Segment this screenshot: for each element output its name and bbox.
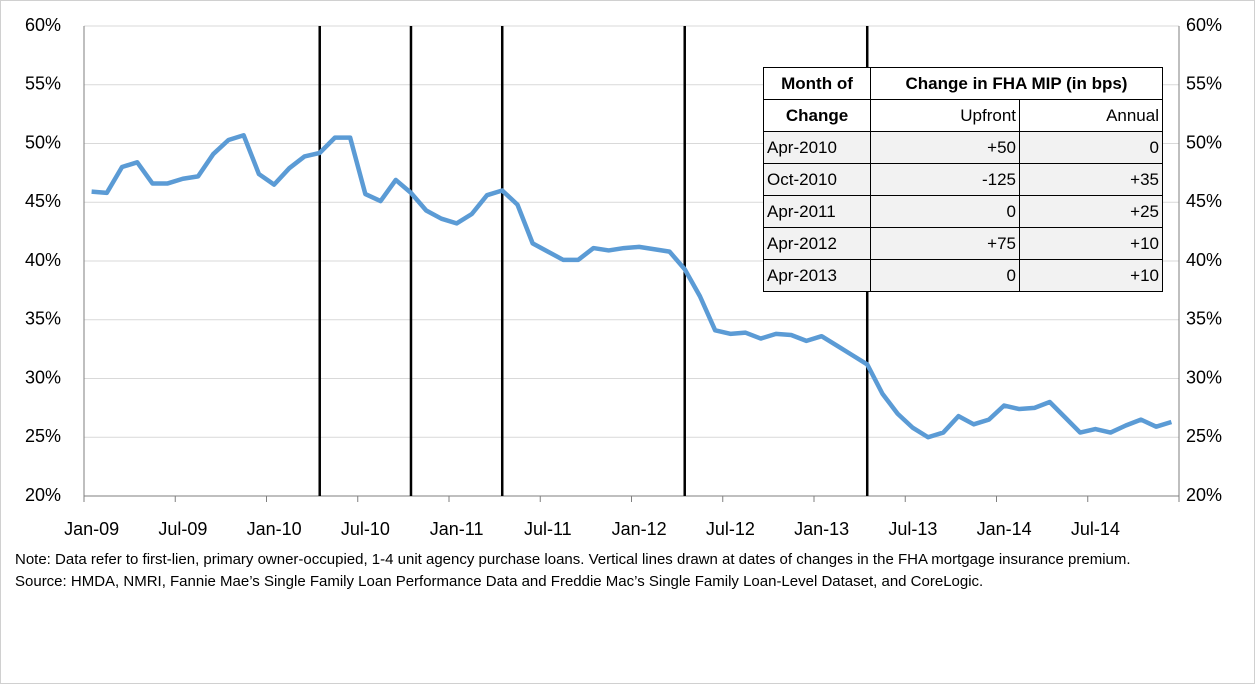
table-cell: Oct-2010 [763, 163, 871, 196]
table-cell: Apr-2010 [763, 131, 871, 164]
table-cell: 0 [1019, 131, 1163, 164]
table-cell: 0 [870, 195, 1020, 228]
x-tick-label: Jul-11 [524, 519, 572, 539]
x-tick-label: Jul-09 [158, 519, 207, 539]
x-tick-label: Jul-13 [888, 519, 937, 539]
x-tick-label: Jan-12 [612, 519, 667, 539]
x-tick-label: Jan-13 [794, 519, 849, 539]
table-cell: +10 [1019, 227, 1163, 260]
table-cell: Apr-2011 [763, 195, 871, 228]
table-cell: 0 [870, 259, 1020, 292]
y2-tick-label: 45% [1186, 191, 1222, 211]
table-cell: Apr-2012 [763, 227, 871, 260]
y-tick-label: 20% [25, 485, 61, 505]
table-cell: +10 [1019, 259, 1163, 292]
table-row: Apr-2013 0 +10 [763, 259, 1163, 292]
chart: 20% 20% 25% 25% 30% 30% 35% 35% 40% 40% 45% 45% 50% 5… [25, 15, 1222, 539]
table-cell: +25 [1019, 195, 1163, 228]
y-tick-label: 45% [25, 191, 61, 211]
notes: Note: Data refer to first-lien, primary … [15, 549, 1230, 593]
table-row: Apr-2011 0 +25 [763, 195, 1163, 228]
table-row: Apr-2012 +75 +10 [763, 227, 1163, 260]
x-tick-label: Jan-14 [977, 519, 1032, 539]
y-tick-label: 55% [25, 74, 61, 94]
y2-tick-label: 40% [1186, 250, 1222, 270]
table-header: Month of [763, 67, 871, 100]
table-header: Change [763, 99, 871, 132]
y2-tick-label: 55% [1186, 74, 1222, 94]
table-cell: +50 [870, 131, 1020, 164]
x-tick-label: Jul-14 [1071, 519, 1120, 539]
table-header: Upfront [870, 99, 1020, 132]
x-tick-label: Jul-10 [341, 519, 390, 539]
table-header: Annual [1019, 99, 1163, 132]
x-tick-label: Jan-10 [247, 519, 302, 539]
y-tick-label: 35% [25, 309, 61, 329]
source: Source: HMDA, NMRI, Fannie Mae’s Single … [15, 573, 984, 590]
y2-tick-label: 30% [1186, 367, 1222, 387]
y-tick-label: 30% [25, 367, 61, 387]
y2-tick-label: 20% [1186, 485, 1222, 505]
y2-tick-label: 35% [1186, 309, 1222, 329]
line-series [91, 133, 1173, 440]
mip-table: Month of Change in FHA MIP (in bps) Chan… [763, 67, 1163, 292]
y2-tick-label: 50% [1186, 132, 1222, 152]
table-row: Apr-2010 +50 0 [763, 131, 1163, 164]
x-tick-label: Jul-12 [706, 519, 755, 539]
table-header: Change in FHA MIP (in bps) [870, 67, 1163, 100]
table-cell: Apr-2013 [763, 259, 871, 292]
y2-tick-label: 25% [1186, 426, 1222, 446]
table-cell: -125 [870, 163, 1020, 196]
table-cell: +75 [870, 227, 1020, 260]
note: Note: Data refer to first-lien, primary … [15, 551, 1131, 568]
y-tick-label: 25% [25, 426, 61, 446]
y-tick-label: 60% [25, 15, 61, 35]
x-tick-label: Jan-11 [430, 519, 484, 539]
y-tick-label: 50% [25, 132, 61, 152]
y-tick-label: 40% [25, 250, 61, 270]
y2-tick-label: 60% [1186, 15, 1222, 35]
x-tick-label: Jan-09 [64, 519, 119, 539]
table-cell: +35 [1019, 163, 1163, 196]
table-row: Oct-2010 -125 +35 [763, 163, 1163, 196]
